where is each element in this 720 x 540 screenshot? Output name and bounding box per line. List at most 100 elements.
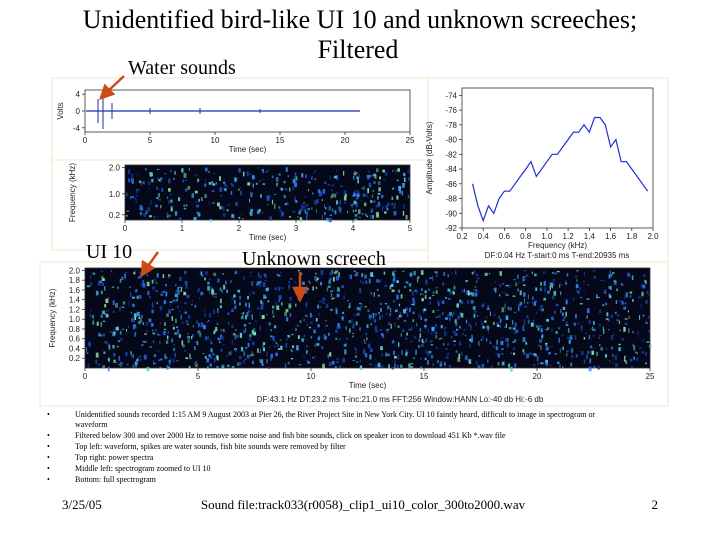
spectrogram-cell (306, 323, 308, 327)
spectrogram-cell (279, 209, 282, 212)
spectrogram-cell (645, 300, 648, 304)
spectrogram-cell (363, 193, 367, 197)
spectrogram-cell (563, 316, 566, 320)
spectrogram-cell (431, 326, 435, 332)
spectrogram-cell (227, 312, 230, 315)
spectrogram-cell (91, 272, 94, 275)
spectrogram-cell (256, 283, 258, 286)
spectrogram-cell (381, 334, 385, 338)
spectrogram-cell (294, 176, 297, 179)
spectrogram-cell (95, 359, 98, 364)
spectrogram-cell (354, 274, 357, 277)
spectrogram-cell (415, 349, 417, 355)
spectrogram-cell (406, 351, 408, 355)
spectrogram-cell (574, 335, 577, 341)
spectrogram-cell (184, 280, 188, 285)
spectrogram-cell (96, 321, 99, 326)
spectrogram-cell (151, 178, 154, 183)
spectrogram-cell (593, 328, 596, 332)
spectrogram-cell (474, 289, 477, 292)
spectrogram-cell (445, 317, 448, 320)
spectrogram-cell (333, 277, 335, 282)
spectrogram-cell (177, 291, 180, 295)
spectrogram-cell (147, 291, 150, 296)
spectrogram-cell (403, 172, 406, 177)
spectrogram-cell (275, 302, 278, 306)
spectrogram-cell (234, 271, 238, 275)
spectrogram-cell (215, 355, 218, 360)
spectrogram-cell (159, 305, 163, 311)
spectrogram-cell (99, 334, 103, 337)
spectrogram-cell (177, 287, 180, 292)
spectrogram-cell (367, 309, 370, 312)
spectrogram-cell (377, 201, 381, 207)
spectrogram-cell (159, 367, 162, 369)
spectrogram-cell (583, 337, 586, 340)
spectrogram-cell (225, 280, 227, 285)
spectrogram-cell (128, 178, 131, 183)
spectrogram-cell (207, 366, 209, 370)
spectrogram-cell (297, 216, 299, 218)
arrows (99, 75, 309, 303)
spectrogram-cell (191, 303, 193, 306)
spectrogram-cell (596, 351, 598, 356)
x-tick-label: 3 (294, 224, 299, 233)
spectrogram-cell (358, 173, 361, 178)
spectrogram-cell (551, 316, 554, 321)
spectrogram-cell (475, 322, 477, 326)
spectrogram-cell (194, 270, 197, 273)
spectrogram-cell (494, 281, 497, 283)
spectrogram-cell (641, 283, 644, 287)
spectrogram-cell (318, 312, 320, 317)
spectrogram-cell (343, 295, 345, 300)
spectrogram-cell (373, 181, 376, 184)
spectrogram-cell (456, 328, 458, 331)
x-tick-label: 10 (307, 372, 316, 381)
spectrogram-cell (337, 323, 340, 328)
spectrogram-cell (502, 283, 505, 285)
spectrogram-cell (168, 274, 171, 277)
spectrogram-cell (561, 283, 563, 286)
spectrogram-cell (224, 183, 226, 187)
spectrogram-cell (435, 347, 439, 349)
spectrogram-cell (493, 313, 496, 316)
spectrogram-cell (382, 206, 384, 211)
spectrogram-cell (367, 343, 371, 349)
spectrogram-cell (553, 291, 557, 296)
spectrogram-cell (645, 352, 647, 356)
spectrogram-cell (356, 193, 360, 198)
spectrogram-cell (149, 215, 152, 218)
spectrogram-cell (134, 362, 138, 368)
spectrogram-cell (273, 344, 276, 348)
spectrogram-cell (101, 275, 104, 280)
spectrogram-cell (354, 355, 358, 358)
spectrogram-cell (125, 351, 128, 356)
spectrogram-cell (599, 334, 602, 337)
spectrogram-cell (328, 279, 332, 285)
spectrogram-cell (265, 171, 268, 174)
spectrogram-cell (105, 310, 108, 313)
spectrogram-cell (158, 199, 161, 201)
spectrogram-cell (116, 326, 119, 331)
spectrogram-cell (278, 286, 281, 291)
spectrogram-cell (210, 348, 213, 353)
y-tick-label: 2.0 (69, 266, 81, 275)
spectrogram-cell (188, 167, 190, 171)
spectrogram-cell (550, 345, 553, 348)
spectrogram-cell (191, 193, 194, 198)
spectrogram-cell (413, 301, 416, 307)
spectrogram-cell (593, 321, 595, 325)
spectrogram-cell (192, 325, 194, 328)
spectrogram-cell (532, 364, 536, 367)
spectrogram-cell (566, 273, 569, 277)
spectrogram-cell (325, 303, 329, 308)
spectrogram-cell (377, 205, 379, 209)
spectrogram-cell (614, 311, 617, 315)
spectrogram-cell (418, 314, 421, 318)
spectrogram-cell (397, 168, 400, 172)
spectrogram-cell (139, 295, 142, 299)
spectrogram-cell (538, 308, 542, 312)
spectrogram-cell (576, 289, 578, 292)
spectrogram-cell (499, 294, 501, 297)
spectrogram-cell (421, 288, 423, 292)
